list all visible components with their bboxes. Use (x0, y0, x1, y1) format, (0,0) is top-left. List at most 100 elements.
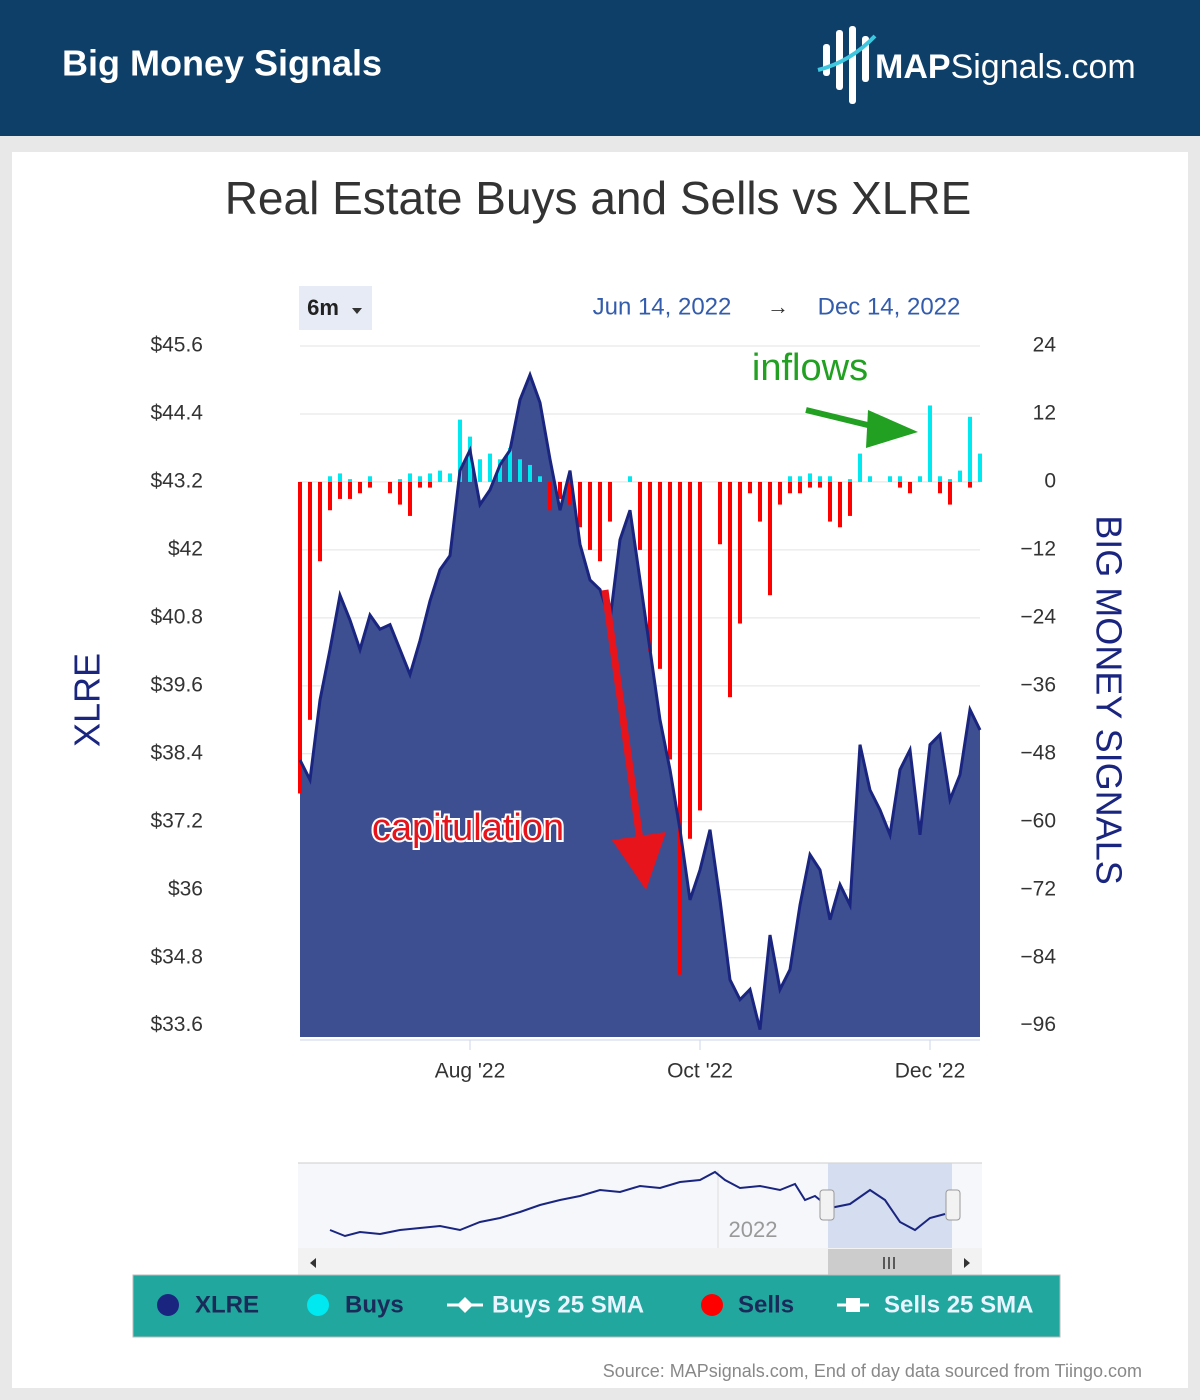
y-tick-label: $38.4 (150, 741, 203, 764)
y2-tick-label: 24 (1033, 334, 1057, 357)
dropdown-caret (352, 308, 362, 314)
legend-symbol (846, 1298, 860, 1312)
navigator-label: 2022 (729, 1217, 778, 1242)
legend-label: Sells 25 SMA (884, 1291, 1033, 1318)
bar (688, 481, 692, 839)
bar (748, 481, 752, 494)
bar (948, 479, 952, 482)
bar (568, 481, 572, 505)
bar (538, 476, 542, 482)
bar (398, 481, 402, 505)
bar (328, 481, 332, 511)
bar (848, 481, 852, 516)
bar (448, 473, 452, 482)
legend-label: Buys (345, 1291, 404, 1318)
bar (968, 481, 972, 488)
bar (608, 481, 612, 522)
bar (418, 476, 422, 482)
bar (438, 470, 442, 482)
bar (978, 453, 982, 482)
y-tick-label: $36 (168, 877, 203, 900)
bar (398, 479, 402, 482)
bar (898, 481, 902, 488)
bar (848, 479, 852, 482)
bar (788, 481, 792, 494)
y-tick-label: $45.6 (150, 334, 203, 357)
y-tick-label: $42 (168, 537, 203, 560)
bar (818, 476, 822, 482)
bar (658, 481, 662, 669)
bar (828, 476, 832, 482)
source-note: Source: MAPsignals.com, End of day data … (603, 1361, 1142, 1381)
bar (588, 481, 592, 550)
bar (668, 481, 672, 760)
bar (468, 436, 472, 482)
bar (408, 473, 412, 482)
y2-axis-title: BIG MONEY SIGNALS (1088, 515, 1129, 884)
y2-tick-label: −72 (1020, 877, 1056, 900)
bar (808, 481, 812, 488)
bar (348, 481, 352, 499)
bar (698, 481, 702, 811)
bar (718, 481, 722, 545)
header-bar (0, 0, 1200, 136)
bar (828, 481, 832, 522)
bar (768, 481, 772, 596)
bar (818, 481, 822, 488)
line (298, 370, 982, 1031)
navigator[interactable] (298, 1162, 982, 1276)
y2-tick-label: −84 (1020, 945, 1056, 968)
bar (358, 481, 362, 494)
bar (458, 419, 462, 482)
y2-tick-label: −36 (1020, 673, 1056, 696)
bar (578, 481, 582, 528)
y2-tick-label: −60 (1020, 809, 1056, 832)
bar (758, 481, 762, 522)
bar (508, 447, 512, 482)
legend-label: Buys 25 SMA (492, 1291, 644, 1318)
bar (928, 405, 932, 482)
legend-label: Sells (738, 1291, 794, 1318)
range-from[interactable]: Jun 14, 2022 (593, 293, 732, 320)
bar (638, 481, 642, 550)
logo-bold: MAP (875, 48, 951, 86)
bar (648, 481, 652, 652)
legend-symbol (307, 1294, 329, 1316)
y2-tick-label: −12 (1020, 537, 1056, 560)
logo: MAPSignals.com (875, 48, 1136, 86)
bar (958, 470, 962, 482)
legend-symbol (157, 1294, 179, 1316)
header-title: Big Money Signals (62, 43, 382, 84)
range-button-label[interactable]: 6m (307, 295, 339, 320)
legend-label: XLRE (195, 1291, 259, 1318)
bar (798, 476, 802, 482)
y-tick-label: $44.4 (150, 402, 203, 425)
bar (428, 473, 432, 482)
range-to[interactable]: Dec 14, 2022 (818, 293, 961, 320)
bar (528, 464, 532, 482)
bar (938, 476, 942, 482)
legend-symbol (457, 1297, 473, 1313)
bar (858, 453, 862, 482)
bar (948, 481, 952, 505)
y-tick-label: $34.8 (150, 945, 203, 968)
bar (558, 481, 562, 499)
x-tick-label: Oct '22 (667, 1060, 733, 1083)
legend (132, 1274, 1061, 1338)
y-tick-label: $40.8 (150, 605, 203, 628)
bar (488, 453, 492, 482)
bar (388, 481, 392, 494)
bar (418, 481, 422, 488)
bar (408, 481, 412, 516)
range-arrow: → (767, 294, 789, 319)
bar (338, 481, 342, 499)
bar (318, 481, 322, 562)
bar (298, 481, 302, 794)
y-tick-label: $37.2 (150, 809, 203, 832)
bar (428, 481, 432, 488)
bar (498, 459, 502, 482)
y-tick-label: $43.2 (150, 469, 203, 492)
bar (628, 476, 632, 482)
